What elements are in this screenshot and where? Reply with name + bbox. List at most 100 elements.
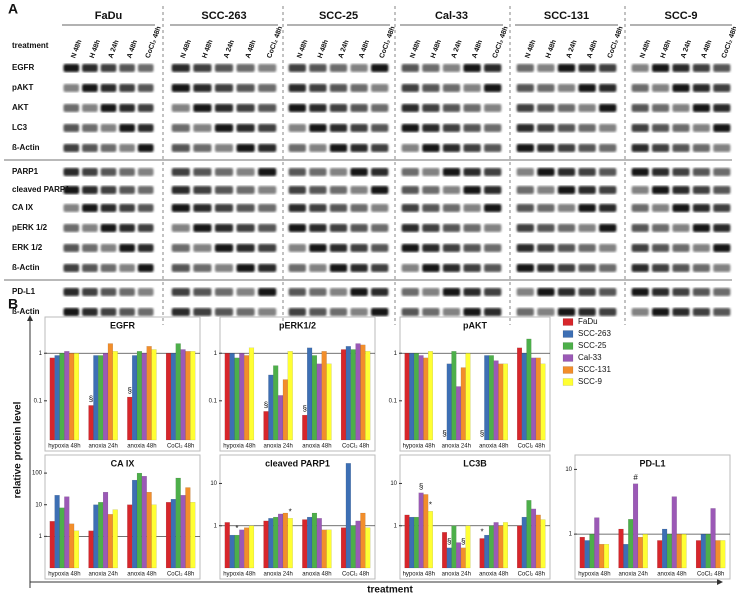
blot-band — [422, 224, 440, 232]
bar — [493, 522, 499, 569]
treatment-label: treatment — [12, 41, 49, 50]
blot-band — [171, 224, 190, 232]
blot-band — [350, 224, 368, 232]
bar — [311, 355, 318, 441]
blot-band — [258, 104, 277, 112]
lane-label: A 24h — [338, 39, 351, 59]
blot-band — [258, 224, 277, 232]
blot-band — [463, 244, 481, 252]
blot-band — [171, 104, 190, 112]
blot-band — [309, 168, 327, 176]
blot-band — [371, 288, 389, 296]
bar — [287, 518, 293, 569]
blot-band — [100, 224, 117, 232]
blot-band — [442, 308, 461, 316]
blot-band — [171, 124, 190, 132]
x-tick-label: hypoxia 48h — [403, 572, 435, 578]
blot-band — [371, 168, 389, 176]
blot-band — [484, 288, 502, 296]
blot-band — [484, 204, 502, 212]
blot-band — [713, 224, 731, 232]
x-tick-label: anoxia 48h — [302, 572, 331, 578]
blot-band — [100, 308, 117, 316]
bar — [190, 351, 196, 441]
bar — [69, 523, 75, 569]
bar — [180, 349, 186, 441]
blot-band — [401, 168, 419, 176]
protein-label: PARP1 — [12, 167, 39, 176]
blot-band — [537, 186, 555, 194]
bar — [307, 516, 313, 569]
lane-label: H 48h — [660, 39, 673, 59]
chart-frame — [219, 454, 376, 580]
blot-band — [119, 244, 135, 252]
blot-band — [713, 264, 731, 272]
bar — [102, 491, 109, 569]
x-tick-label: hypoxia 48h — [578, 572, 610, 578]
blot-band — [713, 168, 731, 176]
blot-band — [236, 308, 255, 316]
blot-band — [329, 288, 348, 296]
legend-swatch — [562, 330, 574, 338]
blot-band — [82, 144, 98, 152]
lane-label: A 48h — [245, 39, 258, 59]
bar — [229, 353, 235, 441]
blot-band — [193, 224, 212, 232]
bar — [287, 351, 293, 441]
blot-band — [171, 204, 190, 212]
bar — [268, 518, 274, 569]
cell-line: SCC-131 — [544, 10, 589, 22]
blot-band — [214, 168, 234, 176]
blot-band — [578, 288, 596, 296]
blot-band — [713, 124, 731, 132]
blot-band — [193, 144, 212, 152]
protein-label: ß-Actin — [12, 307, 40, 316]
bar — [282, 379, 288, 441]
lane-label: H 48h — [317, 39, 330, 59]
blot-band — [422, 186, 440, 194]
blot-band — [422, 288, 440, 296]
blot-band — [350, 186, 368, 194]
bar — [263, 520, 269, 569]
blot-band — [329, 64, 348, 72]
bar — [316, 363, 322, 441]
x-tick-label: hypoxia 48h — [403, 444, 435, 450]
blot-band — [516, 84, 534, 92]
blot-band — [329, 84, 348, 92]
blot-band — [537, 308, 555, 316]
bar — [642, 533, 648, 569]
legend-label: SCC-131 — [578, 365, 611, 374]
y-tick-label: 0.1 — [34, 398, 43, 404]
blot-band — [516, 186, 534, 194]
blot-band — [350, 244, 368, 252]
blot-band — [672, 288, 690, 296]
blot-band — [463, 224, 481, 232]
blot-band — [652, 224, 670, 232]
blot-band — [463, 104, 481, 112]
blot-band — [214, 288, 234, 296]
blot-band — [119, 264, 135, 272]
chart-frame — [44, 454, 201, 580]
blot-band — [692, 308, 710, 316]
bar — [151, 349, 157, 441]
blot-band — [537, 244, 555, 252]
bar — [355, 520, 361, 569]
blot-band — [100, 144, 117, 152]
blot-band — [422, 124, 440, 132]
blot-band — [537, 204, 555, 212]
blot-band — [652, 204, 670, 212]
blot-band — [82, 288, 98, 296]
bar — [340, 349, 347, 441]
blot-band — [371, 104, 389, 112]
legend-swatch — [562, 354, 574, 362]
bar — [460, 547, 466, 569]
bar — [618, 528, 624, 569]
blot-band — [171, 308, 190, 316]
bar — [239, 529, 245, 569]
blot-band — [578, 186, 596, 194]
legend-label: SCC-9 — [578, 377, 603, 386]
blot-band — [371, 64, 389, 72]
blot-band — [578, 224, 596, 232]
blot-band — [692, 64, 710, 72]
blot-band — [214, 264, 234, 272]
